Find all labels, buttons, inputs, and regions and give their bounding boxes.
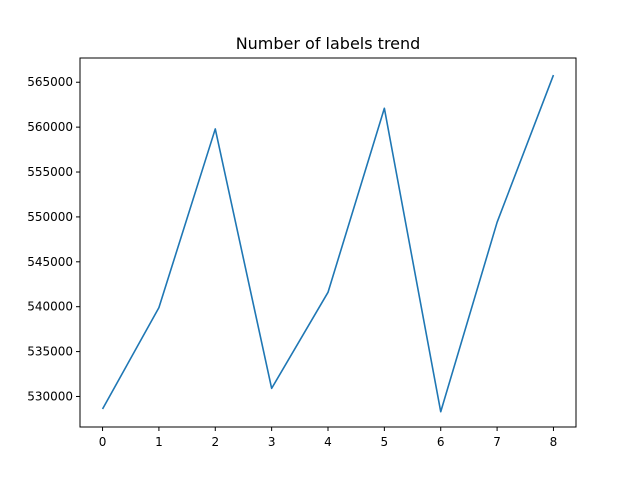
y-tick-label: 545000 — [27, 255, 73, 269]
chart-title: Number of labels trend — [236, 34, 421, 53]
y-tick-label: 555000 — [27, 165, 73, 179]
x-tick-label: 1 — [155, 435, 163, 449]
x-axis: 0 1 2 3 4 5 6 7 8 — [99, 427, 558, 449]
x-tick-label: 7 — [493, 435, 501, 449]
x-tick-label: 3 — [268, 435, 276, 449]
x-tick-label: 0 — [99, 435, 107, 449]
y-tick-label: 530000 — [27, 389, 73, 403]
x-tick-label: 6 — [437, 435, 445, 449]
x-tick-label: 8 — [550, 435, 558, 449]
y-tick-label: 560000 — [27, 120, 73, 134]
y-tick-label: 550000 — [27, 210, 73, 224]
y-tick-label: 540000 — [27, 300, 73, 314]
y-tick-label: 565000 — [27, 75, 73, 89]
x-tick-label: 2 — [211, 435, 219, 449]
x-tick-label: 5 — [381, 435, 389, 449]
y-tick-label: 535000 — [27, 345, 73, 359]
y-axis: 530000 535000 540000 545000 550000 555000 5600… — [27, 75, 80, 403]
series-line — [101, 74, 555, 413]
plot-frame — [79, 57, 577, 428]
x-tick-label: 4 — [324, 435, 332, 449]
